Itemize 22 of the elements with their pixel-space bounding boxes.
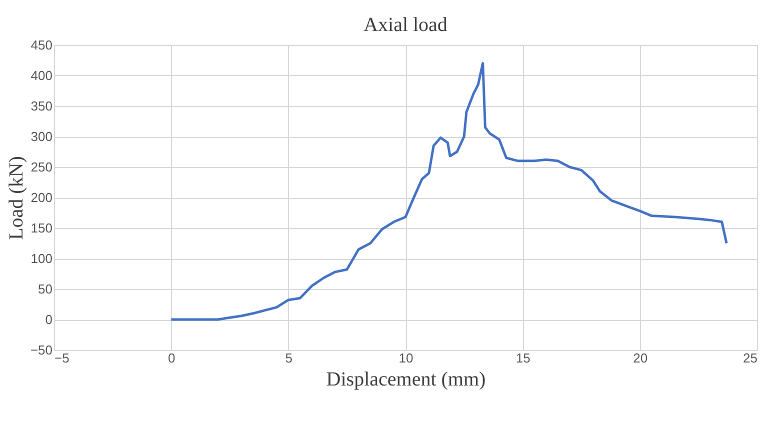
y-tick-label: 400	[30, 68, 52, 83]
y-tick-label: 150	[30, 220, 52, 236]
y-tick-label: 350	[30, 98, 52, 114]
line-series	[170, 62, 728, 321]
y-tick-label: 300	[30, 129, 52, 144]
x-tick-label: 10	[398, 350, 414, 366]
y-tick-label: 100	[30, 251, 52, 266]
x-tick-label: 20	[633, 350, 648, 366]
x-tick-label: 25	[743, 350, 758, 366]
x-axis-title: Displacement (mm)	[326, 368, 486, 390]
y-tick-label: 50	[38, 282, 52, 296]
x-tick-label: 15	[516, 350, 530, 366]
chart-title: Axial load	[364, 14, 448, 36]
y-tick-label: 450	[30, 38, 52, 52]
y-tick-label: 200	[30, 190, 52, 205]
x-tick-label: 5	[285, 350, 292, 366]
x-tick-label: 0	[168, 350, 176, 366]
y-axis-title: Load (kN)	[5, 156, 28, 240]
y-tick-label: 250	[30, 160, 52, 174]
y-tick-label: −50	[30, 342, 52, 358]
x-tick-label: −5	[54, 350, 70, 366]
y-tick-label: 0	[45, 312, 52, 327]
